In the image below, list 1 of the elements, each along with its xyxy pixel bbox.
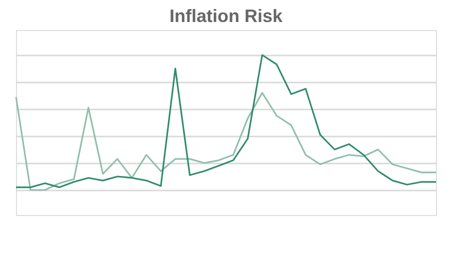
chart-title: Inflation Risk bbox=[169, 6, 284, 26]
